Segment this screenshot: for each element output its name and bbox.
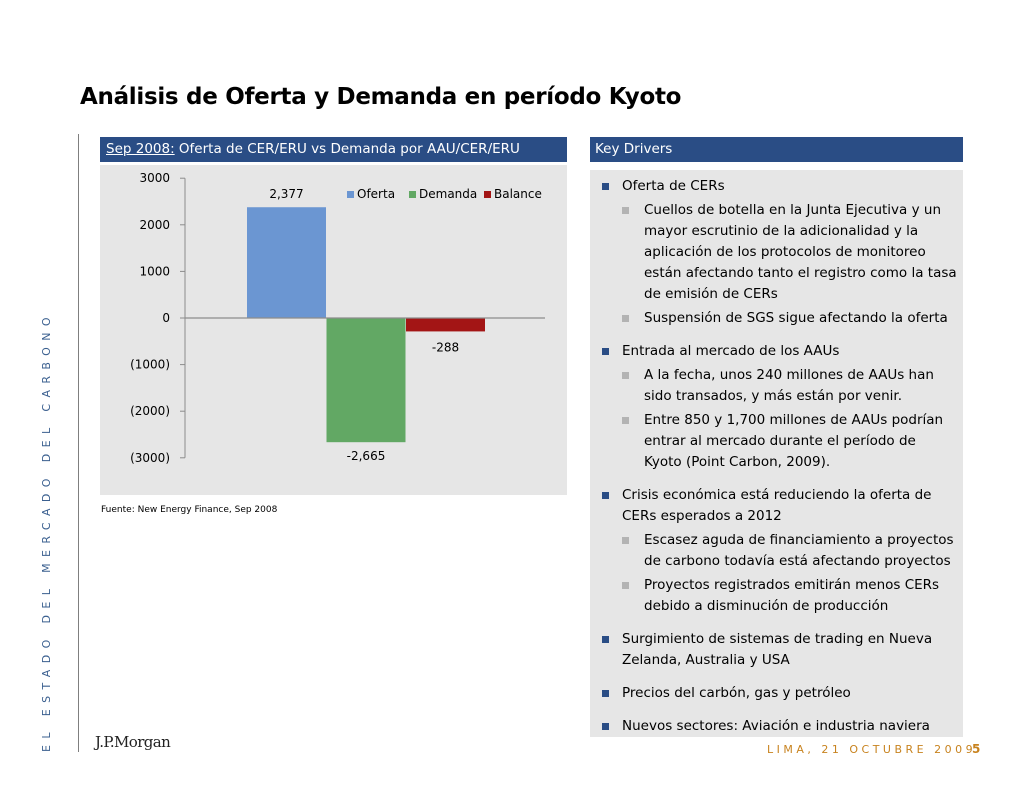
y-tick-label: (2000) <box>130 404 170 418</box>
square-bullet-icon <box>602 690 609 697</box>
driver-text: Precios del carbón, gas y petróleo <box>622 685 851 701</box>
square-subbullet-icon <box>622 417 629 424</box>
y-tick-label: 2000 <box>139 218 170 232</box>
y-tick-label: 0 <box>162 311 170 325</box>
driver-subitem: Escasez aguda de financiamiento a proyec… <box>622 530 957 572</box>
driver-subitem: Cuellos de botella en la Junta Ejecutiva… <box>622 200 957 305</box>
side-title: EL ESTADO DEL MERCADO DEL CARBONO <box>40 311 53 752</box>
y-tick-label: (3000) <box>130 451 170 465</box>
bar-demanda <box>326 318 406 443</box>
driver-subitem-text: Entre 850 y 1,700 millones de AAUs podrí… <box>644 412 944 470</box>
legend-swatch <box>409 191 416 198</box>
drivers-list: Oferta de CERs Cuellos de botella en la J… <box>602 176 957 737</box>
data-label: -2,665 <box>347 449 386 463</box>
driver-subitem-text: Proyectos registrados emitirán menos CER… <box>644 577 940 614</box>
square-subbullet-icon <box>622 537 629 544</box>
driver-subitem-text: A la fecha, unos 240 millones de AAUs ha… <box>644 367 934 404</box>
driver-text: Nuevos sectores: Aviación e industria na… <box>622 718 930 734</box>
square-subbullet-icon <box>622 372 629 379</box>
square-subbullet-icon <box>622 315 629 322</box>
bar-oferta <box>247 207 326 318</box>
driver-item: Crisis económica está reduciendo la ofer… <box>602 485 957 617</box>
driver-text: Crisis económica está reduciendo la ofer… <box>622 487 932 524</box>
data-label: 2,377 <box>269 187 303 201</box>
bar-chart: 3000 2000 1000 0 (1000) (2000) (3000) 2,377 -2,6… <box>130 171 545 465</box>
driver-item: Surgimiento de sistemas de trading en Nu… <box>602 629 957 671</box>
drivers-panel: Oferta de CERs Cuellos de botella en la J… <box>590 170 963 737</box>
square-bullet-icon <box>602 183 609 190</box>
chart-header-text: Oferta de CER/ERU vs Demanda por AAU/CER… <box>174 141 520 157</box>
vertical-divider <box>78 134 79 752</box>
data-label: -288 <box>432 340 459 354</box>
square-bullet-icon <box>602 492 609 499</box>
jpmorgan-logo: J.P.Morgan <box>95 733 171 751</box>
y-tick-label: 1000 <box>139 264 170 278</box>
driver-text: Surgimiento de sistemas de trading en Nu… <box>622 631 933 668</box>
square-subbullet-icon <box>622 582 629 589</box>
footer-date: LIMA, 21 OCTUBRE 2009 <box>767 743 977 756</box>
square-bullet-icon <box>602 348 609 355</box>
driver-sublist: Cuellos de botella en la Junta Ejecutiva… <box>622 200 957 329</box>
bar-balance <box>406 318 485 332</box>
driver-text: Entrada al mercado de los AAUs <box>622 343 840 359</box>
driver-subitem-text: Escasez aguda de financiamiento a proyec… <box>644 532 954 569</box>
chart-panel: 3000 2000 1000 0 (1000) (2000) (3000) 2,377 -2,6… <box>100 165 567 495</box>
driver-subitem: Proyectos registrados emitirán menos CER… <box>622 575 957 617</box>
driver-text: Oferta de CERs <box>622 178 725 194</box>
legend-label: Oferta <box>357 187 395 201</box>
legend-label: Demanda <box>419 187 477 201</box>
driver-item: Oferta de CERs Cuellos de botella en la J… <box>602 176 957 329</box>
driver-sublist: Escasez aguda de financiamiento a proyec… <box>622 530 957 617</box>
driver-sublist: A la fecha, unos 240 millones de AAUs ha… <box>622 365 957 473</box>
driver-subitem: Entre 850 y 1,700 millones de AAUs podrí… <box>622 410 957 473</box>
driver-subitem-text: Suspensión de SGS sigue afectando la ofe… <box>644 310 948 326</box>
page-number: 5 <box>972 742 981 756</box>
driver-subitem: A la fecha, unos 240 millones de AAUs ha… <box>622 365 957 407</box>
chart-header: Sep 2008: Oferta de CER/ERU vs Demanda p… <box>100 137 567 162</box>
chart-header-date: Sep 2008: <box>106 141 175 157</box>
page-title: Análisis de Oferta y Demanda en período … <box>80 84 682 110</box>
drivers-header: Key Drivers <box>590 137 963 162</box>
legend-swatch <box>347 191 354 198</box>
square-subbullet-icon <box>622 207 629 214</box>
y-tick-label: (1000) <box>130 358 170 372</box>
legend-swatch <box>484 191 491 198</box>
square-bullet-icon <box>602 723 609 730</box>
y-tick-label: 3000 <box>139 171 170 185</box>
driver-subitem: Suspensión de SGS sigue afectando la ofe… <box>622 308 957 329</box>
chart-source: Fuente: New Energy Finance, Sep 2008 <box>101 505 278 515</box>
driver-item: Nuevos sectores: Aviación e industria na… <box>602 716 957 737</box>
square-bullet-icon <box>602 636 609 643</box>
driver-item: Entrada al mercado de los AAUs A la fecha… <box>602 341 957 473</box>
driver-item: Precios del carbón, gas y petróleo <box>602 683 957 704</box>
legend-label: Balance <box>494 187 542 201</box>
driver-subitem-text: Cuellos de botella en la Junta Ejecutiva… <box>644 202 957 302</box>
